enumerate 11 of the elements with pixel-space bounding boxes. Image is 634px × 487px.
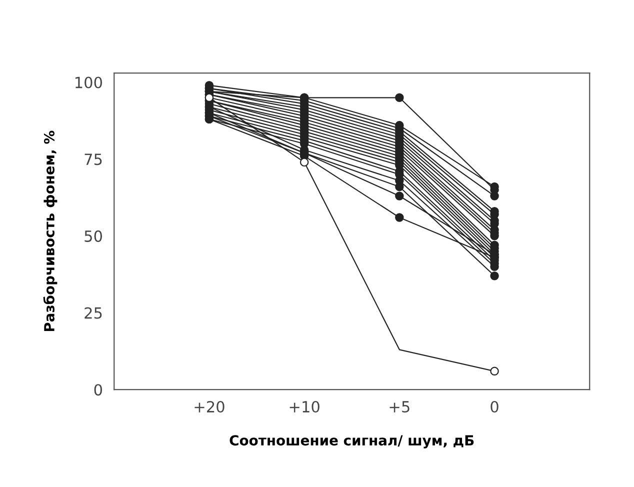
y-tick-label: 50	[84, 230, 102, 242]
x-tick-label: +20	[194, 400, 224, 413]
x-tick-label: 0	[490, 400, 498, 413]
y-tick-label: 75	[84, 154, 102, 166]
y-tick-label: 0	[94, 384, 102, 396]
y-axis-title: Разборчивость фонем, %	[43, 130, 58, 332]
x-tick-label: +10	[290, 400, 320, 413]
y-tick-label: 25	[84, 307, 102, 319]
y-tick-label: 100	[76, 76, 102, 88]
x-tick-label: +5	[390, 401, 410, 413]
x-axis-title: Соотношение сигнал/ шум, дБ	[230, 435, 474, 448]
